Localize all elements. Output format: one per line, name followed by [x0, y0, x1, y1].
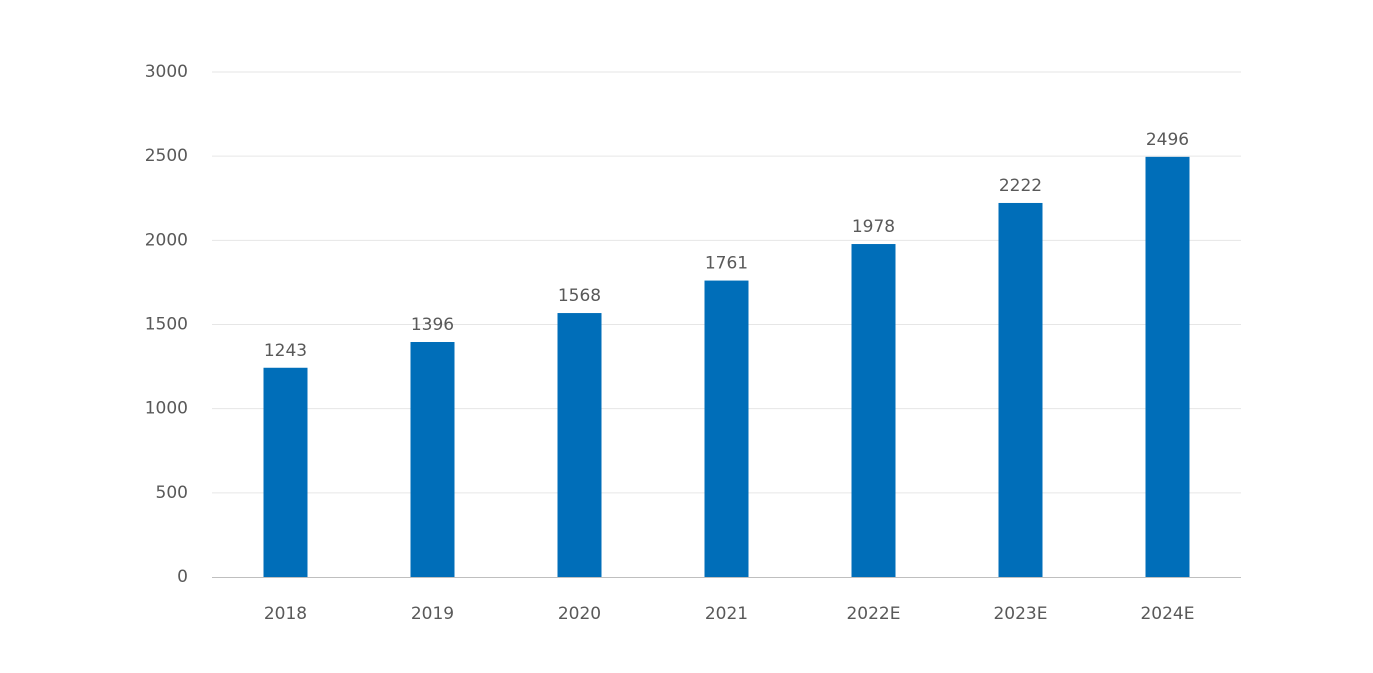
- x-tick-label: 2023E: [993, 604, 1047, 624]
- y-tick-label: 3000: [145, 62, 188, 82]
- x-tick-label: 2024E: [1140, 604, 1194, 624]
- bar-data-label: 1568: [558, 286, 601, 306]
- bar-data-label: 1761: [705, 254, 748, 274]
- y-axis-tick-labels: 0 500 1000 1500 2000 2500 3000: [145, 62, 188, 587]
- y-tick-label: 1500: [145, 315, 188, 335]
- x-tick-label: 2020: [558, 604, 601, 624]
- bar: [410, 342, 455, 577]
- bar: [557, 313, 602, 577]
- y-tick-label: 0: [177, 567, 188, 587]
- bar: [263, 367, 308, 577]
- x-axis-tick-labels: 2018 2019 2020 2021 2022E 2023E 2024E: [264, 604, 1195, 624]
- bar-data-label: 1243: [264, 341, 307, 361]
- data-labels: 1243 1396 1568 1761 1978 2222 2496: [264, 130, 1189, 361]
- bar: [1145, 156, 1190, 577]
- x-tick-label: 2022E: [846, 604, 900, 624]
- bar: [998, 202, 1043, 578]
- x-tick-label: 2019: [411, 604, 454, 624]
- bar: [704, 280, 749, 577]
- y-tick-label: 2000: [145, 230, 188, 250]
- bar-data-label: 2222: [999, 176, 1042, 196]
- bar: [851, 244, 896, 577]
- bar-data-label: 1396: [411, 315, 454, 335]
- y-tick-label: 500: [156, 483, 188, 503]
- bar-data-label: 2496: [1146, 130, 1189, 150]
- y-tick-label: 2500: [145, 146, 188, 166]
- bars: [263, 156, 1190, 578]
- y-tick-label: 1000: [145, 399, 188, 419]
- bar-data-label: 1978: [852, 217, 895, 237]
- x-tick-label: 2018: [264, 604, 307, 624]
- x-tick-label: 2021: [705, 604, 748, 624]
